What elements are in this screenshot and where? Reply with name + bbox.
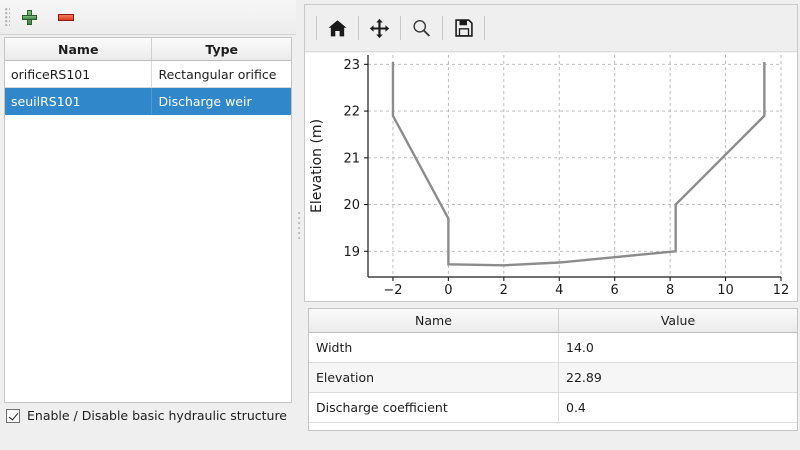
toolbar-separator [442,16,443,40]
structure-name-cell: orificeRS101 [5,61,153,87]
toolbar-separator [316,16,317,40]
svg-text:10: 10 [717,283,734,298]
add-structure-button[interactable] [18,7,40,27]
svg-text:X (m): X (m) [555,301,594,302]
table-row[interactable]: orificeRS101 Rectangular orifice [5,61,291,88]
parameter-name-cell: Width [309,333,559,362]
matplotlib-navigation-toolbar [305,5,797,52]
floppy-disk-icon [454,19,473,37]
structures-table[interactable]: Name Type orificeRS101 Rectangular orifi… [4,37,292,403]
parameter-value-cell[interactable]: 0.4 [566,400,586,415]
minus-icon [58,13,74,21]
svg-text:23: 23 [343,58,360,73]
pan-button[interactable] [364,13,395,43]
parameter-name-cell: Elevation [309,363,559,392]
svg-text:19: 19 [343,245,360,260]
structure-type-cell: Discharge weir [158,93,252,109]
plus-icon [21,9,37,25]
toolbar-separator [400,16,401,40]
parameters-table[interactable]: Name Value Width 14.0 Elevation 22.89 Di… [308,308,798,431]
svg-text:22: 22 [343,105,360,120]
toolbar-separator [358,16,359,40]
svg-text:20: 20 [343,198,360,213]
home-icon [328,19,347,36]
table-row[interactable]: Elevation 22.89 [309,363,797,393]
panel-splitter[interactable] [296,0,304,450]
svg-text:12: 12 [773,283,790,298]
svg-text:4: 4 [555,283,563,298]
parameters-table-header: Name Value [309,309,797,333]
save-figure-button[interactable] [448,13,479,43]
table-row[interactable]: Width 14.0 [309,333,797,363]
svg-text:0: 0 [444,283,452,298]
svg-text:2: 2 [500,283,508,298]
structures-toolbar [0,0,296,35]
column-header-name[interactable]: Name [309,309,559,332]
svg-text:8: 8 [666,283,674,298]
enable-structure-checkbox[interactable] [6,408,20,423]
structures-table-header: Name Type [5,38,291,61]
toolbar-separator [484,16,485,40]
parameter-value-cell[interactable]: 14.0 [566,340,594,355]
move-icon [369,18,390,38]
svg-text:Elevation (m): Elevation (m) [309,119,325,213]
structures-panel: Name Type orificeRS101 Rectangular orifi… [0,0,296,450]
column-header-name[interactable]: Name [5,38,153,60]
zoom-button[interactable] [406,13,437,43]
svg-text:6: 6 [611,283,619,298]
column-header-type[interactable]: Type [205,41,239,57]
enable-structure-checkbox-row[interactable]: Enable / Disable basic hydraulic structu… [6,408,287,423]
remove-structure-button[interactable] [55,7,77,27]
parameter-value-cell[interactable]: 22.89 [566,370,602,385]
magnifier-icon [413,19,431,37]
column-header-value[interactable]: Value [660,313,696,328]
svg-text:−2: −2 [383,283,402,298]
toolbar-drag-handle[interactable] [5,8,10,26]
table-row[interactable]: seuilRS101 Discharge weir [5,88,291,115]
table-row[interactable]: Discharge coefficient 0.4 [309,393,797,423]
plot-container: −2 0 2 4 6 8 10 12 19 20 21 22 23 Elevation (m) X (m) [304,4,798,302]
chart-svg: −2 0 2 4 6 8 10 12 19 20 21 22 23 Elevation (m) X (m) [309,55,790,302]
svg-text:21: 21 [343,151,360,166]
splitter-grip[interactable] [298,212,302,240]
cross-section-chart[interactable]: −2 0 2 4 6 8 10 12 19 20 21 22 23 Elevation (m) X (m) [305,53,797,302]
structure-type-cell: Rectangular orifice [158,66,277,82]
enable-structure-label: Enable / Disable basic hydraulic structu… [27,408,287,423]
parameter-name-cell: Discharge coefficient [309,393,559,422]
home-button[interactable] [322,13,353,43]
structure-name-cell: seuilRS101 [5,88,153,114]
